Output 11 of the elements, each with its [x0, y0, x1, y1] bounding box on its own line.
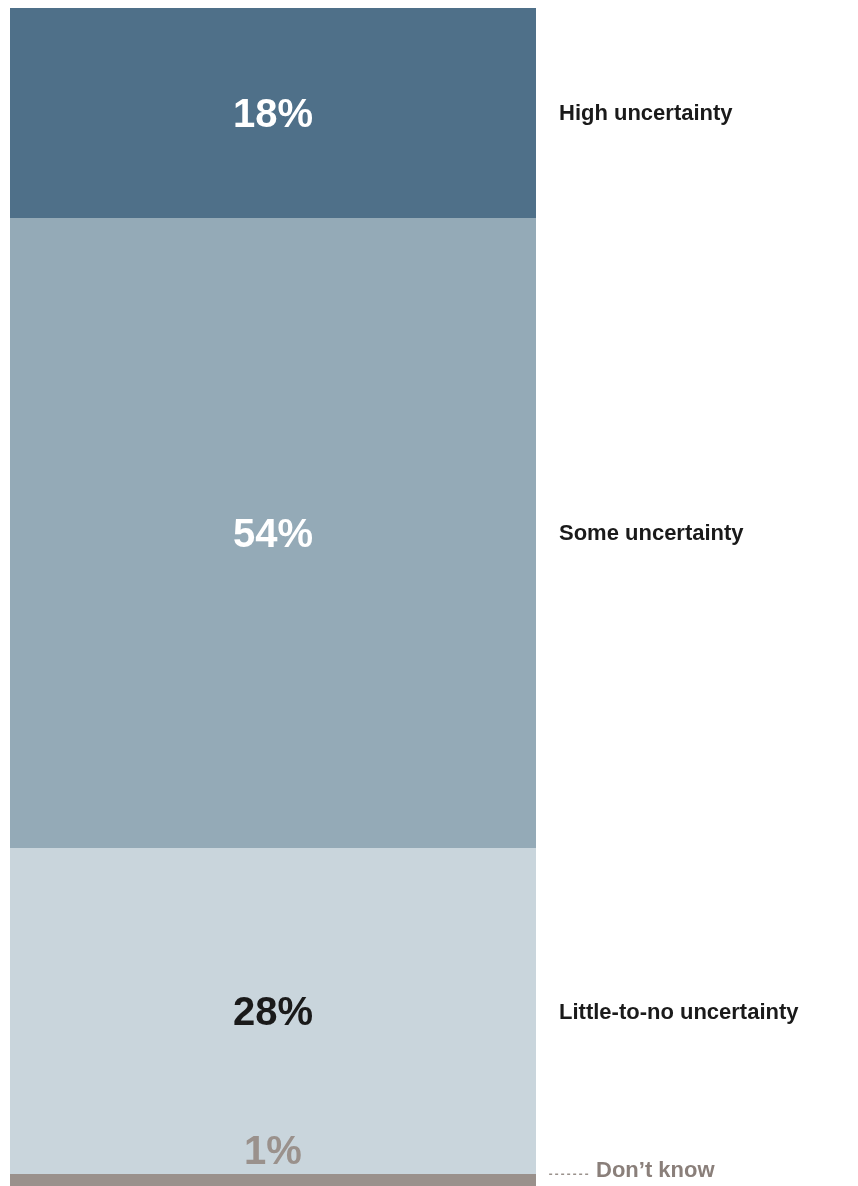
bar	[10, 847, 536, 1175]
data-label: 1%	[244, 1128, 302, 1172]
data-label: 18%	[233, 91, 314, 135]
bar	[10, 1174, 536, 1186]
data-label: 54%	[233, 511, 314, 555]
series-label: Some uncertainty	[559, 520, 745, 545]
legend-label: Don’t know	[596, 1157, 716, 1182]
series-label: Little-to-no uncertainty	[559, 999, 800, 1024]
series-label: High uncertainty	[559, 100, 734, 125]
data-label: 28%	[233, 989, 314, 1033]
bar	[10, 8, 536, 218]
